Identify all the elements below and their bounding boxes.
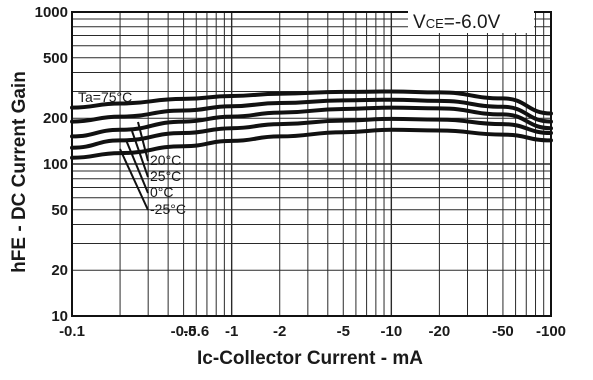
- annotation-label: 0°C: [150, 184, 174, 200]
- series-curve: [70, 127, 553, 160]
- y-tick-label: 10: [51, 308, 68, 325]
- x-axis-title: Ic-Collector Current - mA: [197, 348, 423, 369]
- condition-main: V: [413, 12, 426, 33]
- x-tick-label: -2: [273, 323, 286, 340]
- x-tick-label: -0.6: [183, 323, 209, 340]
- condition-rest: =-6.0V: [444, 12, 501, 33]
- annotation-leader: [125, 139, 149, 194]
- condition-box-bg: [408, 7, 534, 33]
- x-tick-label: -20: [429, 323, 451, 340]
- annotation-label: -25°C: [150, 201, 186, 217]
- series-curve: [70, 89, 553, 116]
- x-tick-label: -5: [337, 323, 350, 340]
- plot-border: [71, 11, 552, 317]
- y-tick-label: 200: [43, 110, 68, 127]
- plot-frame: [71, 11, 552, 317]
- series-curve: [70, 97, 553, 124]
- y-tick-label: 20: [51, 262, 68, 279]
- annotation-leader: [137, 121, 149, 162]
- x-tick-label: -10: [380, 323, 402, 340]
- temperature-annotations: Ta=75°C 20°C25°C0°C-25°C: [78, 89, 186, 217]
- x-tick-label: -1: [225, 323, 238, 340]
- annotation-label: 20°C: [150, 152, 181, 168]
- y-tick-label: 1000: [35, 4, 68, 21]
- series-curve: [70, 116, 553, 150]
- x-tick-label: -50: [492, 323, 514, 340]
- y-axis-title: hFE - DC Current Gain: [9, 71, 30, 273]
- condition-box: VCE=-6.0V: [408, 7, 534, 33]
- tick-labels: -0.1 -0.5-0.6 -1 -2 -5 -10 -20 -50 -100 1000 500 20…: [35, 4, 566, 340]
- grid: [72, 12, 551, 316]
- annotation-leader: [131, 130, 149, 178]
- x-tick-label: -0.5: [171, 323, 197, 340]
- condition-text: VCE=-6.0V: [413, 12, 501, 33]
- x-tick-label: -0.1: [59, 323, 85, 340]
- annotation-leader: [119, 148, 149, 211]
- y-tick-label: 100: [43, 156, 68, 173]
- series-curves: [70, 89, 553, 160]
- annotation-label: Ta=75°C: [78, 89, 132, 105]
- x-tick-label: -100: [536, 323, 566, 340]
- y-tick-label: 500: [43, 50, 68, 67]
- series-curve: [70, 105, 553, 139]
- annotation-label: 25°C: [150, 168, 181, 184]
- y-tick-label: 50: [51, 202, 68, 219]
- condition-sub: CE: [426, 16, 444, 31]
